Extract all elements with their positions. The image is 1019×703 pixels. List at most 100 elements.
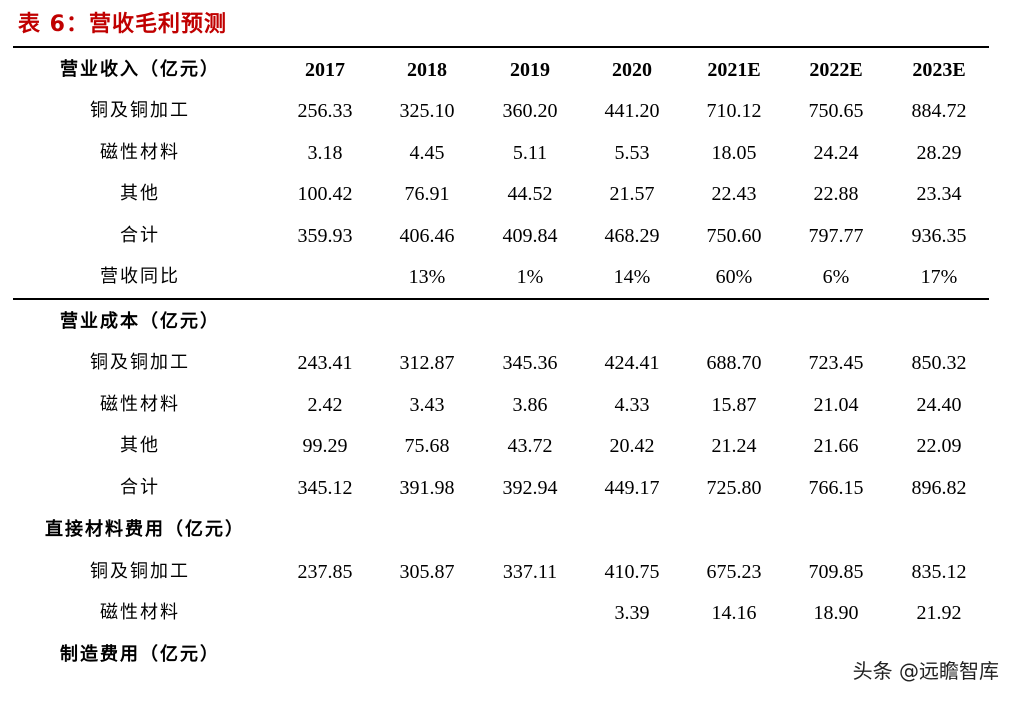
table-row: 磁性材料 2.42 3.43 3.86 4.33 15.87 21.04 24.40 <box>0 385 1019 425</box>
table-cell: 409.84 <box>502 224 558 247</box>
table-cell: 345.12 <box>297 476 353 499</box>
table-cell: 76.91 <box>404 183 450 205</box>
table-cell: 237.85 <box>297 561 353 583</box>
table-row: 铜及铜加工 243.41 312.87 345.36 424.41 688.70 723.4… <box>0 343 1019 383</box>
table-row: 合计 359.93 406.46 409.84 468.29 750.60 797.77 93… <box>0 216 1019 256</box>
row-label: 磁性材料 <box>100 141 180 163</box>
row-label: 其他 <box>120 435 160 456</box>
table-cell: 5.53 <box>614 141 650 164</box>
table-cell: 5.11 <box>512 141 548 164</box>
table-cell: 850.32 <box>911 352 967 374</box>
section-header-row: 营业成本（亿元） <box>0 302 1019 342</box>
table-cell: 21.66 <box>813 435 859 457</box>
table-cell: 325.10 <box>399 100 455 122</box>
row-label: 营收同比 <box>100 266 180 287</box>
table-cell: 1% <box>516 266 544 288</box>
row-label: 磁性材料 <box>100 602 180 623</box>
table-cell: 24.40 <box>916 393 962 416</box>
table-cell: 675.23 <box>706 561 762 583</box>
row-label: 其他 <box>120 183 160 204</box>
table-cell: 44.52 <box>507 183 553 205</box>
table-cell: 392.94 <box>502 476 558 499</box>
year-header: 2020 <box>612 59 652 81</box>
table-cell: 22.09 <box>916 435 962 457</box>
table-cell: 3.18 <box>307 141 343 164</box>
section-rule <box>13 298 989 300</box>
table-cell: 14% <box>613 266 651 288</box>
table-row: 营收同比 13% 1% 14% 60% 6% 17% <box>0 257 1019 297</box>
table-cell: 3.39 <box>614 602 650 624</box>
table-cell: 75.68 <box>404 435 450 457</box>
row-label: 合计 <box>120 476 160 498</box>
table-cell: 312.87 <box>399 352 455 374</box>
table-cell: 449.17 <box>604 476 660 499</box>
table-cell: 18.90 <box>813 602 859 624</box>
header-row: 营业收入（亿元） 2017 2018 2019 2020 2021E 2022E… <box>0 50 1019 90</box>
table-cell: 406.46 <box>399 224 455 247</box>
table-cell: 2.42 <box>307 393 343 416</box>
table-cell: 835.12 <box>911 561 967 583</box>
table-cell: 709.85 <box>808 561 864 583</box>
table-cell: 688.70 <box>706 352 762 374</box>
table-cell: 936.35 <box>911 224 967 247</box>
table-row: 磁性材料 3.39 14.16 18.90 21.92 <box>0 593 1019 633</box>
table-cell: 424.41 <box>604 352 660 374</box>
table-cell <box>290 593 360 633</box>
table-cell: 359.93 <box>297 224 353 247</box>
watermark: 头条 @远瞻智库 <box>852 659 999 683</box>
table-cell: 22.88 <box>813 183 859 205</box>
table-cell: 99.29 <box>302 435 348 457</box>
table-cell: 391.98 <box>399 476 455 499</box>
table-cell: 750.60 <box>706 224 762 247</box>
table-cell: 723.45 <box>808 352 864 374</box>
table-cell: 21.57 <box>609 183 655 205</box>
table-cell <box>495 593 565 633</box>
table-cell: 797.77 <box>808 224 864 247</box>
table-cell <box>392 593 462 633</box>
table-cell: 896.82 <box>911 476 967 499</box>
manufacturing-section-label: 制造费用（亿元） <box>60 644 220 665</box>
year-header: 2022E <box>809 59 863 81</box>
table-cell: 14.16 <box>711 602 757 624</box>
table-cell: 43.72 <box>507 435 553 457</box>
table-cell: 6% <box>822 266 850 288</box>
table-cell: 28.29 <box>916 141 962 164</box>
table-cell: 337.11 <box>502 561 558 583</box>
table-cell: 13% <box>408 266 446 288</box>
table-cell: 360.20 <box>502 100 558 122</box>
table-cell: 468.29 <box>604 224 660 247</box>
table-cell: 21.04 <box>813 393 859 416</box>
table-row: 合计 345.12 391.98 392.94 449.17 725.80 766.15 89… <box>0 468 1019 508</box>
section-header-row: 直接材料费用（亿元） <box>0 510 1019 550</box>
table-cell: 4.33 <box>614 393 650 416</box>
top-rule <box>13 46 989 48</box>
table-cell: 20.42 <box>609 435 655 457</box>
section-header-row: 制造费用（亿元） <box>0 635 1019 675</box>
table-cell: 710.12 <box>706 100 762 122</box>
table-cell: 22.43 <box>711 183 757 205</box>
table-cell: 884.72 <box>911 100 967 122</box>
table-cell: 766.15 <box>808 476 864 499</box>
row-label: 铜及铜加工 <box>90 100 190 121</box>
table-cell: 750.65 <box>808 100 864 122</box>
table-cell: 243.41 <box>297 352 353 374</box>
table-cell: 3.43 <box>409 393 445 416</box>
year-header: 2019 <box>510 59 550 81</box>
table-cell: 256.33 <box>297 100 353 122</box>
table-cell: 3.86 <box>512 393 548 416</box>
cost-section-label: 营业成本（亿元） <box>60 311 220 332</box>
row-label: 合计 <box>120 224 160 246</box>
table-row: 其他 100.42 76.91 44.52 21.57 22.43 22.88 23.34 <box>0 174 1019 214</box>
table-cell: 60% <box>715 266 753 288</box>
table-cell: 441.20 <box>604 100 660 122</box>
year-header: 2021E <box>707 59 761 81</box>
table-cell: 345.36 <box>502 352 558 374</box>
table-cell: 18.05 <box>711 141 757 164</box>
table-cell: 4.45 <box>409 141 445 164</box>
table-cell: 410.75 <box>604 561 660 583</box>
year-header: 2023E <box>912 59 966 81</box>
table-row: 其他 99.29 75.68 43.72 20.42 21.24 21.66 22.09 <box>0 426 1019 466</box>
table-cell: 23.34 <box>916 183 962 205</box>
row-label: 铜及铜加工 <box>90 352 190 373</box>
table-row: 铜及铜加工 237.85 305.87 337.11 410.75 675.23 709.8… <box>0 552 1019 592</box>
